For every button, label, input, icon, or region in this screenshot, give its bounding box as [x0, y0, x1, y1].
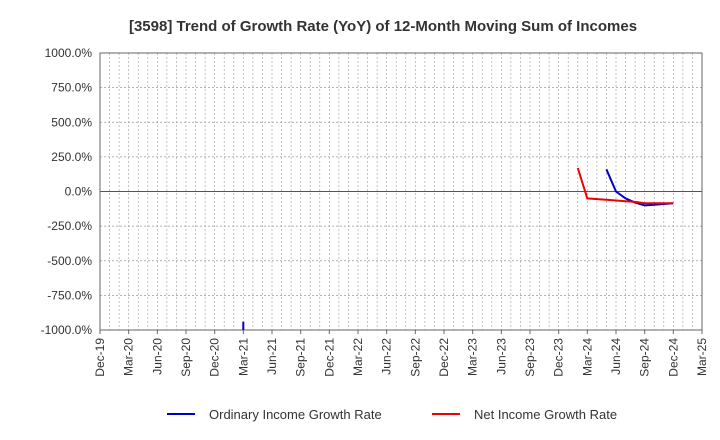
- y-tick-label: 750.0%: [51, 81, 92, 95]
- y-tick-label: -500.0%: [47, 254, 92, 268]
- y-tick-label: 250.0%: [51, 150, 92, 164]
- plot-border: [99, 52, 703, 331]
- x-tick-label: Jun-24: [609, 338, 623, 375]
- x-tick-label: Dec-21: [322, 338, 336, 377]
- x-tick-label: Sep-24: [638, 338, 652, 377]
- legend: Ordinary Income Growth Rate Net Income G…: [167, 407, 617, 422]
- x-tick-label: Sep-20: [179, 338, 193, 377]
- y-tick-label: -1000.0%: [41, 323, 93, 337]
- x-tick-label: Dec-19: [93, 338, 107, 377]
- x-tick-label: Jun-21: [265, 338, 279, 375]
- x-tick-label: Mar-22: [351, 338, 365, 376]
- legend-label-ordinary-income: Ordinary Income Growth Rate: [209, 407, 382, 422]
- y-tick-label: 500.0%: [51, 115, 92, 129]
- x-tick-label: Mar-21: [236, 338, 250, 376]
- x-tick-label: Jun-20: [150, 338, 164, 375]
- y-tick-label: -750.0%: [47, 288, 92, 302]
- x-tick-label: Mar-20: [122, 338, 136, 376]
- x-tick-label: Dec-22: [437, 338, 451, 377]
- x-tick-label: Dec-20: [208, 338, 222, 377]
- x-tick-label: Mar-24: [580, 338, 594, 376]
- x-tick-label: Sep-23: [523, 338, 537, 377]
- x-tick-label: Mar-25: [695, 338, 709, 376]
- axes: 1000.0% 750.0% 500.0% 250.0% 0.0% -250.0% -500…: [41, 46, 709, 377]
- x-tick-label: Sep-22: [408, 338, 422, 377]
- series-lines: [242, 167, 674, 330]
- x-tick-label: Dec-23: [552, 338, 566, 377]
- x-tick-label: Jun-23: [494, 338, 508, 375]
- x-tick-label: Dec-24: [666, 338, 680, 377]
- x-tick-label: Mar-23: [466, 338, 480, 376]
- grid: [100, 52, 702, 331]
- x-tick-label: Jun-22: [380, 338, 394, 375]
- y-tick-label: 1000.0%: [45, 46, 93, 60]
- x-tick-label: Sep-21: [294, 338, 308, 377]
- y-tick-label: 0.0%: [65, 185, 93, 199]
- chart-title: [3598] Trend of Growth Rate (YoY) of 12-…: [129, 18, 637, 35]
- net-income-growth-line: [576, 167, 674, 205]
- y-tick-label: -250.0%: [47, 219, 92, 233]
- legend-label-net-income: Net Income Growth Rate: [474, 407, 617, 422]
